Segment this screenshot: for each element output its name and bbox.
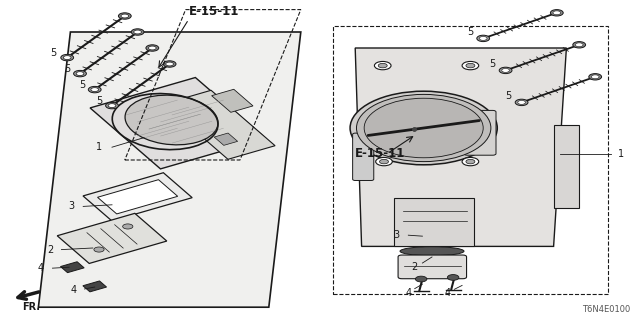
Circle shape [477, 35, 490, 42]
Circle shape [94, 247, 104, 252]
Text: E-15-11: E-15-11 [189, 5, 239, 18]
Polygon shape [83, 281, 106, 292]
Text: 4: 4 [70, 284, 77, 295]
Polygon shape [90, 77, 266, 169]
Text: 4: 4 [37, 263, 44, 273]
FancyBboxPatch shape [398, 255, 467, 279]
Polygon shape [394, 198, 474, 246]
Circle shape [378, 63, 387, 68]
Circle shape [553, 11, 561, 15]
Text: 3: 3 [68, 201, 75, 212]
Circle shape [108, 104, 116, 108]
Circle shape [163, 61, 176, 67]
Circle shape [466, 159, 475, 164]
Circle shape [134, 30, 141, 34]
Circle shape [63, 56, 71, 60]
Circle shape [380, 159, 388, 164]
Text: 5: 5 [467, 27, 474, 37]
Text: 1: 1 [96, 142, 102, 152]
Circle shape [502, 68, 509, 72]
Polygon shape [38, 32, 301, 307]
Circle shape [573, 42, 586, 48]
Text: FR.: FR. [22, 302, 40, 312]
Circle shape [106, 102, 118, 109]
Text: 5: 5 [96, 96, 102, 106]
Circle shape [589, 74, 602, 80]
Circle shape [515, 99, 528, 106]
Circle shape [131, 29, 144, 35]
Circle shape [350, 91, 497, 165]
Text: 5: 5 [79, 80, 85, 90]
Circle shape [166, 62, 173, 66]
Polygon shape [554, 125, 579, 208]
Circle shape [121, 14, 129, 18]
Polygon shape [57, 213, 167, 263]
Circle shape [91, 88, 99, 92]
Text: 5: 5 [490, 59, 496, 69]
Circle shape [462, 61, 479, 70]
Circle shape [499, 67, 512, 74]
Circle shape [148, 46, 156, 50]
Circle shape [376, 157, 392, 166]
Polygon shape [83, 173, 192, 221]
FancyBboxPatch shape [464, 110, 496, 155]
Circle shape [364, 98, 483, 158]
Circle shape [466, 63, 475, 68]
Polygon shape [214, 133, 237, 145]
Text: 5: 5 [506, 91, 512, 101]
Polygon shape [61, 262, 84, 273]
Text: 2: 2 [412, 262, 418, 272]
Text: 4: 4 [445, 288, 451, 298]
Text: 5: 5 [64, 64, 70, 74]
Circle shape [76, 72, 84, 76]
Polygon shape [97, 180, 178, 214]
Polygon shape [212, 89, 253, 112]
Circle shape [374, 61, 391, 70]
Text: E-15-11: E-15-11 [355, 147, 406, 160]
Circle shape [146, 45, 159, 51]
Circle shape [123, 224, 133, 229]
Text: 3: 3 [394, 230, 400, 240]
Circle shape [74, 70, 86, 77]
Circle shape [479, 36, 487, 40]
Text: 1: 1 [618, 148, 624, 159]
Polygon shape [164, 90, 275, 159]
Ellipse shape [400, 247, 464, 256]
Circle shape [88, 86, 101, 93]
Circle shape [61, 54, 74, 61]
Circle shape [447, 275, 459, 280]
Circle shape [575, 43, 583, 47]
Polygon shape [355, 48, 566, 246]
Circle shape [591, 75, 599, 79]
Circle shape [462, 157, 479, 166]
FancyBboxPatch shape [353, 133, 374, 180]
Circle shape [518, 100, 525, 104]
Ellipse shape [125, 95, 218, 145]
Circle shape [550, 10, 563, 16]
Text: 2: 2 [47, 244, 53, 255]
Circle shape [356, 94, 491, 162]
Circle shape [118, 13, 131, 19]
Text: 5: 5 [50, 48, 56, 58]
Text: T6N4E0100: T6N4E0100 [582, 305, 630, 314]
Text: 4: 4 [405, 288, 412, 298]
Circle shape [415, 276, 427, 282]
